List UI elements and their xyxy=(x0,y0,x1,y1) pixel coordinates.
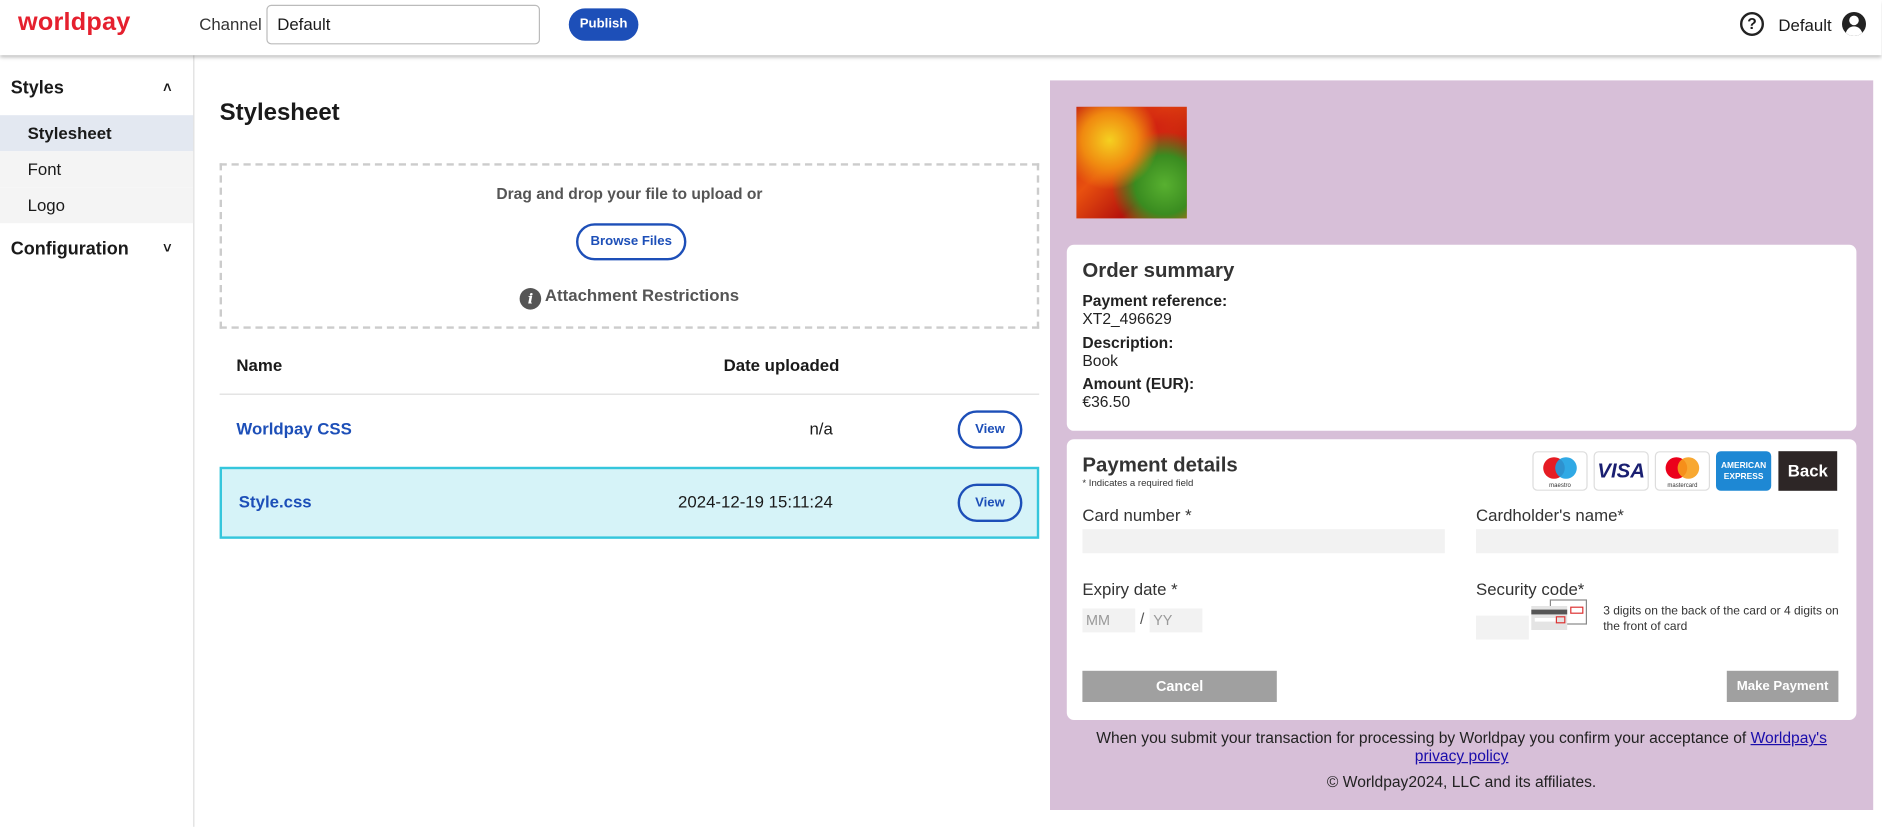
description-label: Description: xyxy=(1082,333,1174,352)
file-drop-zone[interactable]: Drag and drop your file to upload or Bro… xyxy=(219,163,1040,329)
sidebar-group-styles[interactable]: Styles ˄ xyxy=(0,67,193,109)
table-row-selected[interactable]: Style.css 2024-12-19 15:11:24 View xyxy=(219,466,1040,539)
expiry-year-input[interactable]: YY xyxy=(1149,608,1203,633)
view-button[interactable]: View xyxy=(957,410,1023,449)
copyright: © Worldpay2024, LLC and its affiliates. xyxy=(1326,772,1597,791)
table-row: Worldpay CSS n/a View xyxy=(220,394,1040,466)
file-name-link[interactable]: Style.css xyxy=(238,492,312,512)
sidebar-group-configuration[interactable]: Configuration ˅ xyxy=(0,228,193,270)
amount-label: Amount (EUR): xyxy=(1082,374,1195,393)
visa-icon: VISA xyxy=(1597,459,1646,483)
help-icon[interactable]: ? xyxy=(1740,12,1765,36)
amex-icon: AMERICAN EXPRESS xyxy=(1720,462,1767,482)
sidebar-item-logo[interactable]: Logo xyxy=(0,187,194,224)
logo-image xyxy=(1076,106,1187,219)
privacy-policy-link[interactable]: Worldpay's privacy policy xyxy=(1414,728,1827,765)
security-code-input[interactable] xyxy=(1476,615,1529,640)
column-header-name: Name xyxy=(236,355,283,375)
view-button[interactable]: View xyxy=(957,483,1023,522)
back-button[interactable]: Back xyxy=(1778,451,1838,491)
svg-text:mastercard: mastercard xyxy=(1667,483,1697,489)
payment-details-title: Payment details xyxy=(1082,453,1238,477)
amount-value: €36.50 xyxy=(1082,392,1131,411)
payment-page-preview: Order summary Payment reference: XT2_496… xyxy=(1050,80,1874,811)
divider xyxy=(219,393,1040,395)
order-summary-title: Order summary xyxy=(1082,259,1235,282)
account-icon[interactable] xyxy=(1842,12,1867,36)
channel-input[interactable]: Default xyxy=(266,4,540,45)
maestro-icon: maestro xyxy=(1543,457,1577,489)
publish-button[interactable]: Publish xyxy=(568,8,639,41)
svg-text:maestro: maestro xyxy=(1549,483,1571,489)
sidebar: Styles ˄ Stylesheet Font Logo Configurat… xyxy=(0,55,195,827)
expiry-separator: / xyxy=(1140,609,1145,628)
consent-text: When you submit your transaction for pro… xyxy=(1050,728,1873,764)
cancel-button[interactable]: Cancel xyxy=(1082,670,1277,702)
required-note: * Indicates a required field xyxy=(1082,477,1194,489)
security-code-hint: 3 digits on the back of the card or 4 di… xyxy=(1603,604,1839,634)
amex-logo: AMERICAN EXPRESS xyxy=(1716,451,1772,491)
cardholder-name-label: Cardholder's name* xyxy=(1476,505,1624,525)
file-name-link[interactable]: Worldpay CSS xyxy=(236,418,352,439)
drop-prompt: Drag and drop your file to upload or xyxy=(496,184,763,203)
file-date: 2024-12-19 15:11:24 xyxy=(678,492,833,512)
security-code-label: Security code* xyxy=(1476,579,1585,599)
mastercard-icon: mastercard xyxy=(1665,457,1700,489)
consent-message: When you submit your transaction for pro… xyxy=(1096,728,1751,747)
card-number-label: Card number * xyxy=(1082,505,1192,525)
restrictions-label: Attachment Restrictions xyxy=(544,285,740,305)
make-payment-button[interactable]: Make Payment xyxy=(1726,670,1839,702)
top-bar: worldpay Channel Default Publish ? Defau… xyxy=(0,0,1882,56)
cardholder-name-input[interactable] xyxy=(1476,529,1839,554)
payment-reference-label: Payment reference: xyxy=(1082,291,1228,310)
payment-reference-value: XT2_496629 xyxy=(1082,309,1172,328)
order-summary-card: Order summary Payment reference: XT2_496… xyxy=(1066,244,1857,431)
info-icon: i xyxy=(519,288,542,310)
attachment-restrictions[interactable]: i Attachment Restrictions xyxy=(222,286,1037,310)
payment-details-card: Payment details * Indicates a required f… xyxy=(1066,439,1857,720)
expiry-month-input[interactable]: MM xyxy=(1082,608,1136,633)
security-code-card-icon xyxy=(1531,599,1588,630)
page-title: Stylesheet xyxy=(219,99,340,127)
chevron-up-icon: ˄ xyxy=(163,79,172,96)
sidebar-item-stylesheet[interactable]: Stylesheet xyxy=(0,115,194,152)
worldpay-logo: worldpay xyxy=(18,8,131,36)
sidebar-item-font[interactable]: Font xyxy=(0,151,194,188)
chevron-down-icon: ˅ xyxy=(163,240,172,257)
user-label[interactable]: Default xyxy=(1778,15,1832,35)
expiry-date-label: Expiry date * xyxy=(1082,579,1178,599)
column-header-date: Date uploaded xyxy=(723,355,840,375)
card-number-input[interactable] xyxy=(1082,529,1445,554)
sidebar-group-label: Configuration xyxy=(10,238,129,260)
mastercard-logo: mastercard xyxy=(1654,451,1711,491)
description-value: Book xyxy=(1082,351,1118,370)
sidebar-group-label: Styles xyxy=(10,78,64,99)
channel-label: Channel xyxy=(199,14,262,34)
maestro-logo: maestro xyxy=(1532,451,1588,491)
browse-files-button[interactable]: Browse Files xyxy=(576,223,687,261)
visa-logo: VISA xyxy=(1593,451,1649,491)
file-date: n/a xyxy=(809,418,833,439)
